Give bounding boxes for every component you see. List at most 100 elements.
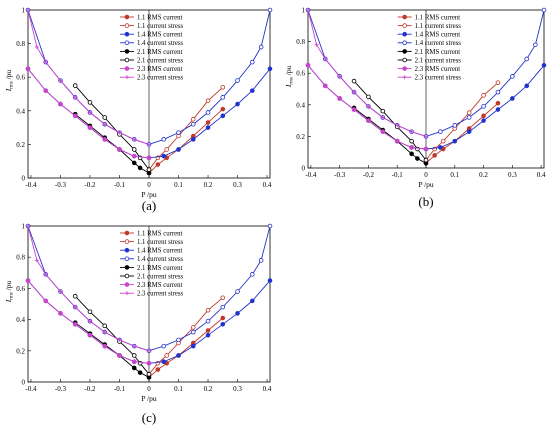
- panel-label: (c): [142, 410, 156, 425]
- x-tick-label: -0.3: [55, 181, 67, 189]
- x-tick-label: 0: [147, 385, 151, 393]
- data-point: [117, 353, 122, 358]
- data-point: [102, 343, 108, 349]
- chart-panel-b: -0.4 -0.3 -0.2 -0.1 0 0.1 0.2 0.3 0.4 0 0.2 0.4 0.6 0…: [284, 7, 547, 209]
- data-point: [249, 298, 255, 304]
- data-point: [322, 83, 328, 89]
- data-point: [25, 278, 31, 283]
- series-6: [25, 66, 152, 161]
- legend-entry-label: 1.1 RMS current: [415, 14, 461, 21]
- x-tick-label: 0.1: [174, 181, 183, 189]
- series-5: [351, 78, 429, 163]
- data-point: [267, 278, 273, 283]
- data-point: [395, 123, 400, 128]
- y-tick-label: 0: [22, 175, 26, 183]
- data-point: [337, 74, 342, 79]
- data-point: [58, 78, 63, 83]
- data-point: [495, 100, 501, 106]
- data-point: [88, 110, 92, 115]
- y-axis-label-subscript: rms: [10, 81, 15, 89]
- legend-marker: [124, 265, 130, 270]
- x-tick-label: 0.4: [263, 181, 272, 189]
- data-point: [102, 330, 107, 334]
- data-point: [73, 305, 78, 310]
- data-point: [155, 162, 161, 167]
- y-tick-label: 1: [302, 7, 306, 15]
- data-point: [34, 258, 39, 263]
- data-point: [205, 318, 211, 324]
- data-point: [58, 311, 63, 316]
- data-point: [352, 90, 356, 95]
- series-4: [351, 105, 429, 166]
- legend-entry-label: 1.1 current stress: [137, 239, 184, 246]
- x-axis-label: P /pu: [418, 180, 434, 189]
- data-point: [409, 145, 414, 150]
- legend-entry-label: 2.3 current stress: [137, 75, 184, 82]
- x-tick-label: -0.4: [305, 171, 317, 179]
- y-tick-label: 0.2: [296, 133, 305, 141]
- legend-marker: [125, 75, 129, 80]
- x-tick-label: 0.2: [204, 385, 213, 393]
- data-point: [249, 59, 255, 65]
- legend-marker: [402, 75, 407, 80]
- y-tick-label: 0.8: [16, 254, 25, 262]
- data-point: [25, 66, 31, 72]
- y-axis-label-subscript: rms: [10, 292, 15, 300]
- legend-marker: [124, 57, 130, 63]
- data-point: [58, 289, 63, 294]
- data-point: [235, 78, 240, 83]
- data-point: [305, 63, 311, 68]
- legend-entry-label: 1.1 current stress: [415, 23, 462, 30]
- legend-entry-label: 2.1 RMS current: [137, 265, 183, 272]
- y-tick-label: 0.4: [16, 107, 25, 115]
- x-tick-label: -0.4: [25, 181, 37, 189]
- x-tick-label: 0.1: [450, 171, 459, 179]
- x-tick-label: -0.3: [334, 171, 346, 179]
- series-line: [74, 113, 150, 174]
- series-1: [146, 295, 226, 377]
- x-tick-label: 0.2: [204, 181, 213, 189]
- legend: 1.1 RMS current 1.1 current stress 1.4 RMS…: [397, 14, 462, 82]
- data-point: [88, 319, 92, 324]
- data-point: [481, 118, 486, 123]
- legend-marker: [402, 23, 407, 28]
- legend-marker: [402, 40, 407, 46]
- data-point: [452, 123, 458, 128]
- y-axis-label: Irms /pu: [4, 281, 15, 304]
- legend-marker: [124, 247, 130, 253]
- series-7: [26, 224, 151, 353]
- data-point: [131, 160, 137, 166]
- data-point: [146, 167, 152, 172]
- legend-entry-label: 1.4 current stress: [415, 40, 462, 47]
- legend-marker: [124, 230, 130, 236]
- legend: 1.1 RMS current 1.1 current stress 1.4 RMS…: [119, 230, 184, 298]
- x-tick-label: -0.2: [363, 171, 375, 179]
- y-tick-label: 1: [22, 223, 26, 231]
- y-axis-label-unit: /pu: [4, 281, 13, 293]
- data-point: [394, 138, 400, 144]
- legend-entry-label: 1.1 RMS current: [137, 230, 183, 237]
- data-point: [220, 84, 226, 90]
- data-point: [131, 359, 137, 365]
- data-point: [176, 130, 181, 135]
- data-point: [147, 348, 151, 353]
- chart-panel-a: -0.4 -0.3 -0.2 -0.1 0 0.1 0.2 0.3 0.4 0 0.2 0.4 0.6 0…: [4, 7, 273, 213]
- legend-entry-label: 2.3 current stress: [137, 291, 184, 298]
- data-point: [466, 129, 472, 134]
- data-point: [190, 329, 196, 335]
- y-tick-label: 0.6: [16, 285, 25, 293]
- panel-label: (b): [418, 194, 433, 209]
- data-point: [409, 129, 414, 134]
- x-tick-label: -0.2: [84, 181, 96, 189]
- data-point: [533, 42, 538, 48]
- legend-entry-label: 1.4 current stress: [137, 256, 184, 263]
- series-6: [305, 63, 429, 152]
- legend-marker: [124, 14, 130, 20]
- legend-marker: [402, 31, 407, 37]
- y-tick-label: 0.4: [296, 101, 305, 109]
- data-point: [423, 146, 429, 152]
- data-point: [102, 122, 107, 127]
- data-point: [146, 360, 152, 366]
- data-point: [423, 157, 429, 163]
- x-tick-label: 0.1: [174, 385, 183, 393]
